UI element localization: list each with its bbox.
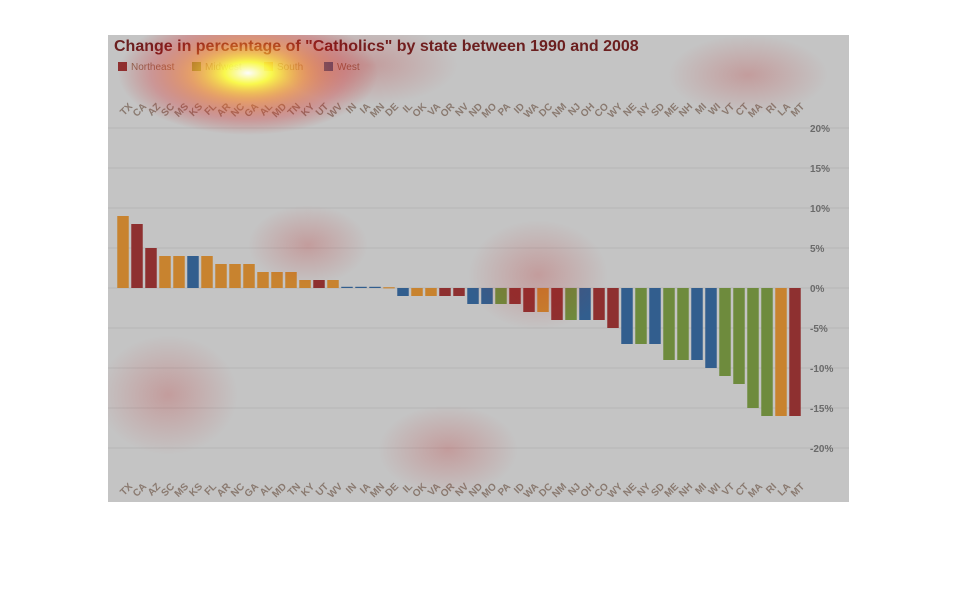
bar xyxy=(789,288,801,416)
bar xyxy=(327,280,339,288)
bar xyxy=(775,288,787,416)
category-label-top: WV xyxy=(326,101,345,120)
y-tick-label: -15% xyxy=(810,404,833,415)
category-label-top: PA xyxy=(496,101,513,118)
bar xyxy=(243,264,255,288)
y-axis-ticks: 20% 15% 10% 5% 0% -5% -10% -15% -20% xyxy=(810,124,833,455)
bar xyxy=(733,288,745,384)
bar xyxy=(551,288,563,320)
y-tick-label: -10% xyxy=(810,364,833,375)
bar xyxy=(299,280,311,288)
legend: Northeast Midwest South West xyxy=(118,62,360,73)
bar xyxy=(663,288,675,360)
legend-swatch xyxy=(264,62,273,71)
bar xyxy=(187,256,199,288)
legend-swatch xyxy=(192,62,201,71)
bar-chart: 20% 15% 10% 5% 0% -5% -10% -15% -20% TXCAAZSCMSK… xyxy=(108,38,849,501)
category-label-bottom: WV xyxy=(326,481,345,500)
legend-label: Midwest xyxy=(205,62,242,73)
category-label-top: DE xyxy=(384,101,402,119)
bar xyxy=(677,288,689,360)
bar xyxy=(341,286,353,288)
bar xyxy=(285,272,297,288)
bar xyxy=(397,288,409,296)
y-tick-label: 20% xyxy=(810,124,830,135)
bar xyxy=(495,288,507,304)
bar xyxy=(369,286,381,288)
bar xyxy=(607,288,619,328)
category-label-bottom: NH xyxy=(677,481,695,499)
bar xyxy=(747,288,759,408)
category-label-top: MA xyxy=(746,101,765,120)
bar xyxy=(257,272,269,288)
category-label-bottom: DE xyxy=(384,481,402,499)
category-label-bottom: IN xyxy=(344,481,359,496)
bar xyxy=(271,272,283,288)
bar xyxy=(201,256,213,288)
bar xyxy=(691,288,703,360)
legend-swatch xyxy=(324,62,333,71)
category-label-bottom: MT xyxy=(789,481,807,499)
chart-panel: 20% 15% 10% 5% 0% -5% -10% -15% -20% TX CA AZ SC MS K… xyxy=(108,35,849,502)
category-label-bottom: PA xyxy=(496,481,513,498)
bar xyxy=(159,256,171,288)
bar xyxy=(635,288,647,344)
y-tick-label: 15% xyxy=(810,164,830,175)
bar xyxy=(593,288,605,320)
bar xyxy=(411,288,423,296)
bar xyxy=(355,286,367,288)
bar xyxy=(761,288,773,416)
category-label-top: IN xyxy=(344,101,359,116)
legend-swatch xyxy=(118,62,127,71)
bar xyxy=(453,288,465,296)
legend-label: South xyxy=(277,62,303,73)
chart-title: Change in percentage of "Catholics" by s… xyxy=(114,38,639,55)
bar xyxy=(229,264,241,288)
bar xyxy=(145,248,157,288)
bar xyxy=(383,287,395,289)
y-tick-label: 5% xyxy=(810,244,825,255)
bar xyxy=(523,288,535,312)
bar xyxy=(425,288,437,296)
category-label-top: NH xyxy=(677,101,695,119)
bar xyxy=(579,288,591,320)
category-label-bottom: MA xyxy=(746,481,765,500)
bar xyxy=(313,280,325,288)
bar xyxy=(537,288,549,312)
legend-label: Northeast xyxy=(131,62,175,73)
bar xyxy=(719,288,731,376)
bar xyxy=(131,224,143,288)
y-tick-label: -5% xyxy=(810,324,828,335)
legend-label: West xyxy=(337,62,360,73)
bar xyxy=(117,216,129,288)
category-label-top: MT xyxy=(789,101,807,119)
bar xyxy=(173,256,185,288)
y-tick-label: 10% xyxy=(810,204,830,215)
bar xyxy=(705,288,717,368)
bar xyxy=(565,288,577,320)
bar xyxy=(215,264,227,288)
bar xyxy=(649,288,661,344)
bar xyxy=(509,288,521,304)
bars xyxy=(117,216,801,416)
bar xyxy=(621,288,633,344)
y-tick-label: 0% xyxy=(810,284,825,295)
y-tick-label: -20% xyxy=(810,444,833,455)
bar xyxy=(467,288,479,304)
bar xyxy=(481,288,493,304)
bar xyxy=(439,288,451,296)
